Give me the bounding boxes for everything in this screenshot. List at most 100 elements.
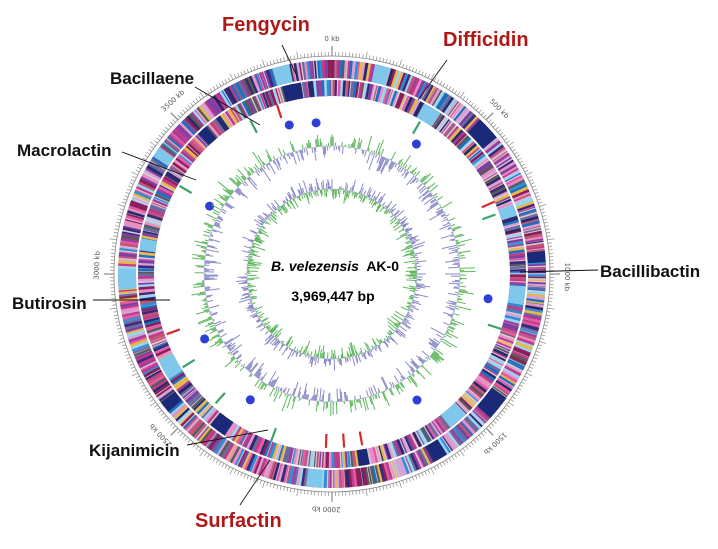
wave-bar — [308, 399, 311, 406]
wave-bar — [458, 257, 466, 259]
wave-bar — [430, 201, 438, 207]
wave-bar — [285, 336, 293, 346]
scale-tick — [114, 317, 119, 320]
cds-feature — [196, 105, 211, 123]
wave-bar — [408, 304, 411, 307]
wave-bar — [413, 296, 419, 299]
scale-tick — [430, 468, 435, 475]
wave-bar — [399, 325, 407, 332]
scale-tick — [392, 60, 395, 65]
scale-tick — [117, 341, 125, 344]
wave-bar — [403, 260, 417, 264]
wave-bar — [412, 301, 422, 306]
wave-bar — [433, 338, 441, 344]
cds-feature — [264, 460, 274, 479]
cds-feature — [302, 468, 308, 487]
cds-feature — [446, 125, 459, 140]
wave-bar — [362, 149, 365, 155]
cds-feature — [275, 444, 282, 461]
scale-tick — [372, 488, 374, 493]
cds-feature — [284, 446, 292, 463]
leader-line — [194, 86, 261, 126]
cds-feature — [390, 441, 398, 458]
wave-bar — [263, 322, 267, 325]
cds-feature — [140, 301, 157, 308]
leader-line — [281, 44, 297, 75]
cds-feature — [313, 60, 318, 79]
wave-bar — [212, 208, 220, 214]
wave-bar — [386, 205, 390, 210]
cds-feature — [390, 69, 399, 88]
wave-bar — [409, 295, 414, 298]
cds-feature — [513, 346, 531, 357]
scale-tick — [542, 331, 547, 333]
scale-tick — [169, 422, 174, 427]
wave-bar — [296, 150, 301, 162]
wave-bar — [204, 261, 221, 264]
wave-bar — [351, 191, 354, 196]
cluster-dot — [483, 294, 493, 304]
cds-feature — [172, 404, 189, 420]
scale-tick — [149, 141, 156, 147]
cds-feature — [375, 446, 381, 463]
wave-bar — [310, 356, 314, 365]
cds-feature — [221, 441, 233, 459]
wave-bar — [247, 301, 253, 305]
wave-bar — [260, 222, 264, 226]
wave-bar — [237, 187, 242, 192]
wave-bar — [359, 194, 363, 199]
wave-bar — [341, 347, 344, 359]
wave-bar — [389, 387, 395, 396]
scale-tick — [243, 70, 246, 75]
wave-bar — [225, 189, 233, 195]
wave-bar — [242, 363, 246, 367]
wave-bar — [225, 202, 235, 209]
wave-bar — [228, 347, 231, 350]
cds-feature — [516, 339, 534, 348]
wave-bar — [314, 394, 317, 401]
wave-bar — [257, 215, 266, 223]
wave-bar — [215, 219, 222, 223]
cds-feature — [497, 377, 514, 390]
cds-feature — [242, 451, 252, 470]
cds-feature — [268, 68, 278, 87]
wave-bar — [239, 366, 245, 372]
wave-bar — [314, 357, 318, 366]
cds-feature — [261, 92, 270, 109]
wave-bar — [248, 304, 254, 308]
cds-feature — [486, 359, 503, 370]
cds-feature — [527, 274, 546, 277]
cds-feature — [466, 147, 480, 159]
cds-feature — [424, 425, 435, 440]
cds-feature — [151, 202, 167, 210]
scale-tick — [154, 140, 158, 144]
scale-tick — [117, 204, 125, 207]
wave-bar — [232, 350, 238, 355]
cds-feature — [135, 185, 154, 196]
scale-tick — [490, 422, 495, 427]
scale-tick — [130, 179, 135, 182]
wave-bar — [246, 177, 258, 190]
wave-bar — [247, 239, 254, 243]
cds-feature — [198, 427, 213, 444]
cds-feature — [275, 88, 281, 104]
scale-tick — [535, 350, 540, 353]
scale-tick — [259, 63, 262, 68]
cds-feature — [383, 462, 391, 481]
scale-tick — [179, 432, 184, 437]
cds-feature — [342, 80, 347, 97]
wave-bar — [391, 381, 395, 387]
wave-bar — [433, 351, 445, 361]
wave-bar — [368, 198, 373, 204]
wave-bar — [296, 348, 299, 352]
wave-bar — [399, 378, 403, 382]
cds-feature — [131, 198, 149, 207]
wave-bar — [410, 169, 415, 174]
wave-bar — [207, 225, 213, 229]
kb-label: 3000 kb — [93, 250, 102, 279]
wave-bar — [290, 348, 293, 351]
cds-feature — [384, 88, 392, 105]
cds-feature — [194, 109, 207, 124]
cds-feature — [361, 467, 368, 486]
wave-bar — [377, 388, 381, 393]
